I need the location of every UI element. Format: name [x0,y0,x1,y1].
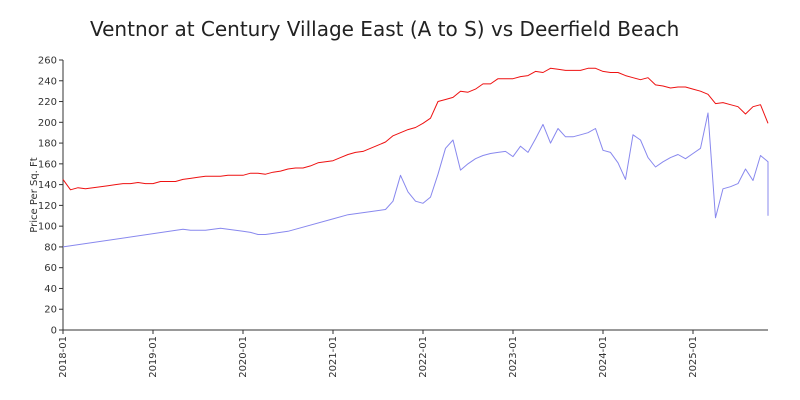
x-axis: 2018-01 2019-01 2020-01 2021-01 2022-01 2023-… [58,329,768,378]
y-axis-label: Price Per Sq. Ft [29,157,40,232]
x-tick-label: 2019-01 [148,336,159,378]
x-tick-label: 2020-01 [238,336,249,378]
y-axis: 0 20 40 60 80 100 120 140 160 180 200 220 240 260 [38,56,64,337]
x-tick-label: 2024-01 [598,336,609,378]
series-line-deerfield [62,67,769,191]
x-tick-label: 2022-01 [418,336,429,378]
y-tick-label: 180 [38,139,57,150]
x-tick-label: 2021-01 [328,336,339,378]
y-tick-label: 160 [38,159,57,170]
y-tick-label: 100 [38,222,57,233]
y-tick-label: 240 [38,76,57,87]
y-tick-label: 200 [38,118,57,129]
y-tick-label: 20 [44,305,57,316]
series-line-ventnor [62,112,769,248]
x-tick-label: 2018-01 [58,336,69,378]
y-tick-label: 40 [44,284,57,295]
y-tick-label: 260 [38,56,57,67]
x-tick-label: 2023-01 [508,336,519,378]
y-tick-label: 220 [38,97,57,108]
y-tick-label: 120 [38,201,57,212]
y-tick-label: 140 [38,180,57,191]
chart-title: Ventnor at Century Village East (A to S)… [90,17,679,41]
series-lines [62,67,769,248]
y-tick-label: 60 [44,263,57,274]
x-tick-label: 2025-01 [688,336,699,378]
y-tick-label: 0 [51,326,57,337]
y-tick-label: 80 [44,242,57,253]
